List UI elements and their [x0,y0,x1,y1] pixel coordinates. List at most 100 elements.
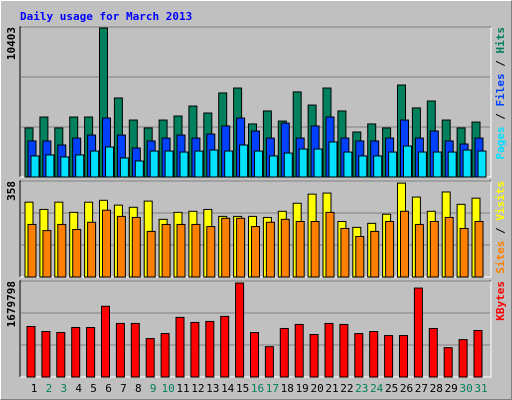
x-tick-label: 22 [340,382,353,395]
bar [385,220,395,278]
bar [206,226,216,278]
bar [462,149,472,178]
bar [72,229,82,278]
bar [205,320,215,378]
bar [164,150,174,178]
bar [26,325,36,378]
legend-separator: / [494,54,507,74]
bar [298,148,308,178]
bar [236,217,246,278]
bar [45,154,55,178]
bar [71,327,81,378]
bar [115,322,125,378]
legend: Sites / Visits [494,181,507,274]
bar [41,331,51,378]
x-tick-label: 28 [430,382,443,395]
x-tick-label: 17 [266,382,279,395]
legend-entry: Files [494,73,507,106]
legend-entry: Visits [494,181,507,221]
x-tick-label: 29 [445,382,458,395]
legend: KBytes [494,281,507,321]
x-tick-label: 27 [415,382,428,395]
legend-separator: / [494,107,507,127]
bar [414,223,424,278]
bar [283,152,293,178]
bar [459,227,469,278]
bar [313,148,323,178]
bar [474,220,484,278]
x-tick-label: 15 [236,382,249,395]
x-tick-label: 31 [474,382,487,395]
bar [179,151,189,178]
bar [221,217,231,278]
bar [369,331,379,378]
bar [149,150,159,178]
x-tick-label: 19 [296,382,309,395]
bar [279,327,289,378]
x-tick-label: 25 [385,382,398,395]
bar [295,220,305,278]
legend-entry: KBytes [494,281,507,321]
bar [443,347,453,378]
bar [145,338,155,378]
bar [86,327,96,378]
bar [413,287,423,378]
bar [176,223,186,278]
bar [388,151,398,178]
bar [116,215,126,278]
bar [328,141,338,178]
bar [224,150,234,178]
bar [309,334,319,378]
bar [339,323,349,378]
bar [294,323,304,378]
chart-title: Daily usage for March 2013 [20,10,192,23]
x-tick-label: 11 [176,382,189,395]
bar [354,333,364,378]
bar [477,150,487,178]
bar [161,223,171,278]
bar [400,210,409,278]
bar [268,155,278,178]
bar [310,220,320,278]
bar [194,150,204,178]
bar [355,236,365,278]
bar [90,150,100,178]
bar [447,151,457,178]
x-tick-label: 4 [75,382,82,395]
legend-entry: Sites [494,241,507,274]
bar [60,156,70,178]
y-tick-label: 1679798 [5,281,18,327]
bar [458,339,468,378]
bar [428,327,438,378]
x-tick-label: 24 [370,382,384,395]
bar [343,151,353,178]
bar [340,227,350,278]
x-tick-label: 6 [105,382,112,395]
bar [102,209,111,278]
bar [56,332,66,378]
legend-entry: Pages [494,126,507,159]
x-tick-label: 12 [191,382,204,395]
bar [444,216,454,278]
bar [265,221,275,278]
x-tick-label: 9 [150,382,157,395]
bar [27,223,37,278]
bar [239,144,249,178]
bar [399,335,408,378]
y-tick-label: 10403 [5,27,18,60]
legend-separator: / [494,221,507,241]
bar [209,149,219,178]
bar [251,226,260,278]
bar [131,216,141,278]
bar [57,223,67,278]
bar [250,332,259,378]
bar [358,155,368,178]
x-tick-label: 1 [31,382,38,395]
legend: Pages / Files / Hits [494,27,507,160]
bar [403,145,412,178]
bar [220,315,230,378]
bar [417,151,427,178]
bar [325,211,335,278]
bar [280,218,290,278]
